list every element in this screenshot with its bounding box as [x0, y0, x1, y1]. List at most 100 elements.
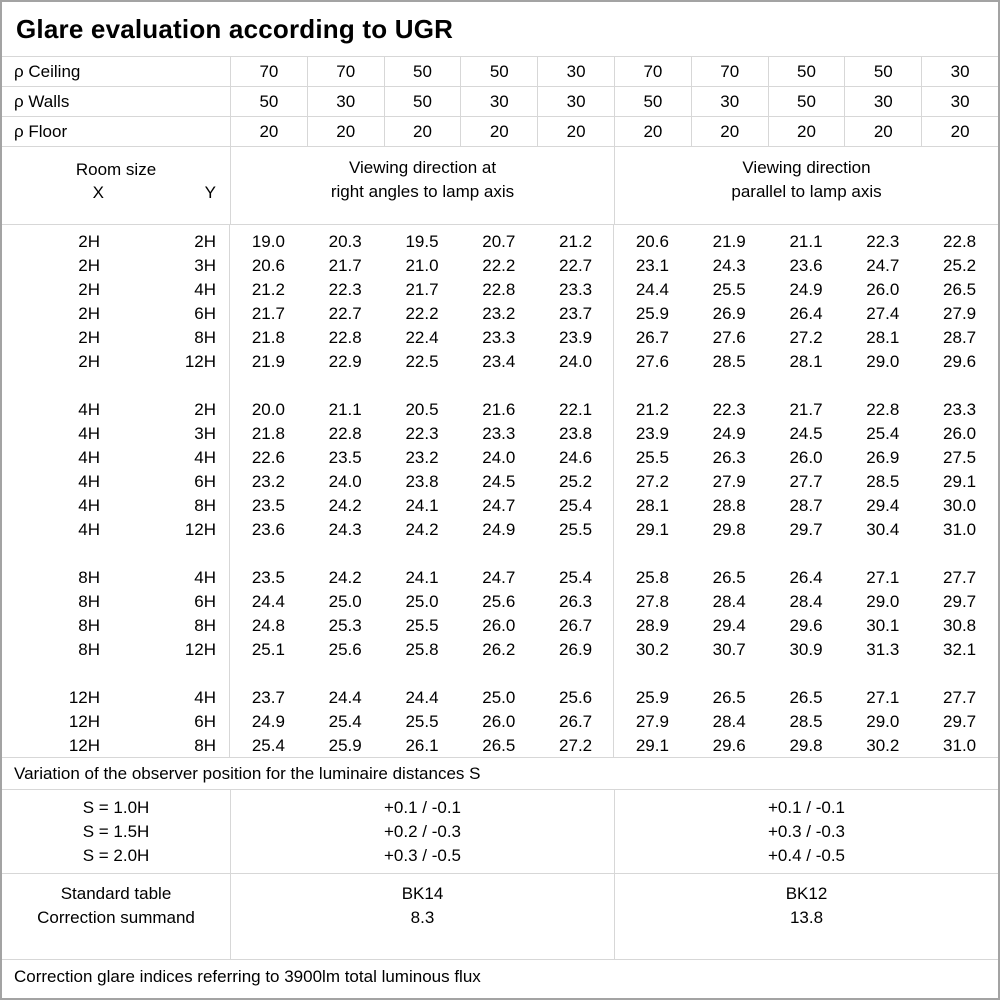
ugr-value-cell: 26.7 — [559, 616, 593, 635]
ugr-value-cell: 21.2 — [635, 400, 669, 419]
ugr-value-cell: 24.0 — [328, 472, 362, 491]
ugr-value-cell: 24.9 — [482, 520, 516, 539]
page-title: Glare evaluation according to UGR — [16, 13, 454, 44]
ugr-value-cell: 27.7 — [943, 568, 977, 587]
ugr-value-cell: 27.6 — [635, 352, 669, 371]
room-size-y-cell: 4H — [194, 448, 216, 467]
ugr-value-cell: 24.0 — [482, 448, 516, 467]
room-size-title: Room size — [75, 160, 157, 179]
room-size-x-cell: 2H — [78, 256, 100, 275]
ugr-table-row: 8H 12H 25.1 25.6 25.8 26.2 26.9 30.2 30.7 30.9 31.… — [2, 638, 998, 662]
reflectance-value-cell: 30 — [921, 87, 998, 116]
ugr-value-cell: 22.2 — [482, 256, 516, 275]
s-distance-label: S = 1.0H — [82, 797, 150, 817]
ugr-value-cell: 21.2 — [251, 280, 285, 299]
ugr-value-cell: 23.5 — [328, 448, 362, 467]
ugr-value-cell: 26.7 — [559, 712, 593, 731]
room-size-y-cell: 6H — [194, 472, 216, 491]
room-size-y-cell: 2H — [194, 400, 216, 419]
ugr-value-cell: 20.6 — [251, 256, 285, 275]
ugr-value-cell: 22.8 — [943, 232, 977, 251]
ugr-value-cell: 28.5 — [866, 472, 900, 491]
ugr-value-cell: 25.4 — [328, 712, 362, 731]
reflectance-value-cell: 20 — [460, 117, 537, 146]
standard-table-value: BK14 — [401, 884, 444, 903]
ugr-value-cell: 21.7 — [789, 400, 823, 419]
room-size-y-cell: 6H — [194, 592, 216, 611]
ugr-value-cell: 23.4 — [482, 352, 516, 371]
ugr-value-cell: 22.1 — [559, 400, 593, 419]
ugr-value-cell: 23.3 — [482, 328, 516, 347]
room-size-x-cell: 2H — [78, 352, 100, 371]
ugr-value-cell: 23.7 — [559, 304, 593, 323]
ugr-value-cell: 30.8 — [943, 616, 977, 635]
s-variation-value: +0.4 / -0.5 — [767, 845, 846, 865]
reflectance-value-cell: 50 — [383, 87, 461, 116]
ugr-value-cell: 27.7 — [943, 688, 977, 707]
ugr-value-cell: 30.9 — [789, 640, 823, 659]
ugr-table-row: 4H 4H 22.6 23.5 23.2 24.0 24.6 25.5 26.3 26.0 26.9… — [2, 446, 998, 470]
reflectance-value-cell: 20 — [383, 117, 461, 146]
ugr-value-cell: 24.4 — [328, 688, 362, 707]
ugr-table-row: 4H 2H 20.0 21.1 20.5 21.6 22.1 21.2 22.3 21.7 22.8… — [2, 398, 998, 422]
ugr-value-cell: 25.8 — [635, 568, 669, 587]
ugr-value-cell: 28.8 — [712, 496, 746, 515]
ugr-value-cell: 21.2 — [559, 232, 593, 251]
ugr-value-cell: 23.8 — [559, 424, 593, 443]
ugr-value-cell: 24.5 — [482, 472, 516, 491]
ugr-value-cell: 29.7 — [789, 520, 823, 539]
reflectance-row-label: ρ Ceiling — [14, 61, 81, 81]
footer-note: Correction glare indices referring to 39… — [14, 967, 481, 986]
reflectance-value-cell: 30 — [460, 87, 537, 116]
ugr-value-cell: 26.5 — [943, 280, 977, 299]
ugr-value-cell: 30.2 — [866, 736, 900, 755]
reflectance-value-cell: 50 — [767, 57, 845, 86]
ugr-value-cell: 30.0 — [943, 496, 977, 515]
reflectance-value-cell: 20 — [844, 117, 921, 146]
ugr-value-cell: 26.3 — [712, 448, 746, 467]
room-size-x-cell: 4H — [78, 400, 100, 419]
reflectance-value-cell: 50 — [844, 57, 921, 86]
ugr-value-cell: 24.2 — [328, 496, 362, 515]
ugr-value-cell: 20.7 — [482, 232, 516, 251]
ugr-value-cell: 27.9 — [635, 712, 669, 731]
ugr-table-row: 2H 4H 21.2 22.3 21.7 22.8 23.3 24.4 25.5 24.9 26.0… — [2, 278, 998, 302]
ugr-value-cell: 27.8 — [635, 592, 669, 611]
room-size-x-cell: 12H — [68, 712, 100, 731]
reflectance-row: ρ Ceiling 70 70 50 50 30 70 70 50 50 30 — [2, 57, 998, 87]
ugr-value-cell: 28.1 — [789, 352, 823, 371]
ugr-value-cell: 22.6 — [251, 448, 285, 467]
reflectance-value-cell: 70 — [306, 57, 384, 86]
ugr-value-cell: 31.0 — [943, 520, 977, 539]
reflectance-value-cell: 50 — [460, 57, 537, 86]
ugr-value-cell: 23.9 — [635, 424, 669, 443]
reflectance-row: ρ Walls 50 30 50 30 30 50 30 50 30 30 — [2, 87, 998, 117]
ugr-table-row: 2H 8H 21.8 22.8 22.4 23.3 23.9 26.7 27.6 27.2 28.1… — [2, 326, 998, 350]
reflectance-row-label: ρ Floor — [14, 121, 68, 141]
ugr-value-cell: 26.5 — [712, 568, 746, 587]
ugr-value-cell: 27.2 — [559, 736, 593, 755]
room-size-y-cell: 12H — [184, 352, 216, 371]
ugr-value-cell: 25.1 — [251, 640, 285, 659]
ugr-value-cell: 23.3 — [943, 400, 977, 419]
ugr-value-cell: 23.5 — [251, 568, 285, 587]
room-size-x-cell: 8H — [78, 592, 100, 611]
room-size-x-cell: 8H — [78, 640, 100, 659]
ugr-value-cell: 24.7 — [482, 496, 516, 515]
ugr-value-cell: 26.0 — [866, 280, 900, 299]
ugr-value-cell: 26.3 — [559, 592, 593, 611]
s-variation-value: +0.1 / -0.1 — [383, 797, 462, 817]
ugr-value-cell: 20.0 — [251, 400, 285, 419]
room-size-y-cell: 8H — [194, 496, 216, 515]
ugr-value-cell: 23.8 — [405, 472, 439, 491]
room-size-y-cell: 4H — [194, 568, 216, 587]
ugr-value-cell: 26.9 — [559, 640, 593, 659]
ugr-value-cell: 28.9 — [635, 616, 669, 635]
ugr-value-cell: 20.6 — [635, 232, 669, 251]
room-size-x-label: X — [92, 183, 104, 202]
ugr-value-cell: 30.1 — [866, 616, 900, 635]
ugr-value-cell: 22.9 — [328, 352, 362, 371]
group-header-line: parallel to lamp axis — [731, 182, 882, 201]
reflectance-value-cell: 50 — [767, 87, 845, 116]
group-header-parallel: Viewing direction parallel to lamp axis — [614, 147, 998, 224]
